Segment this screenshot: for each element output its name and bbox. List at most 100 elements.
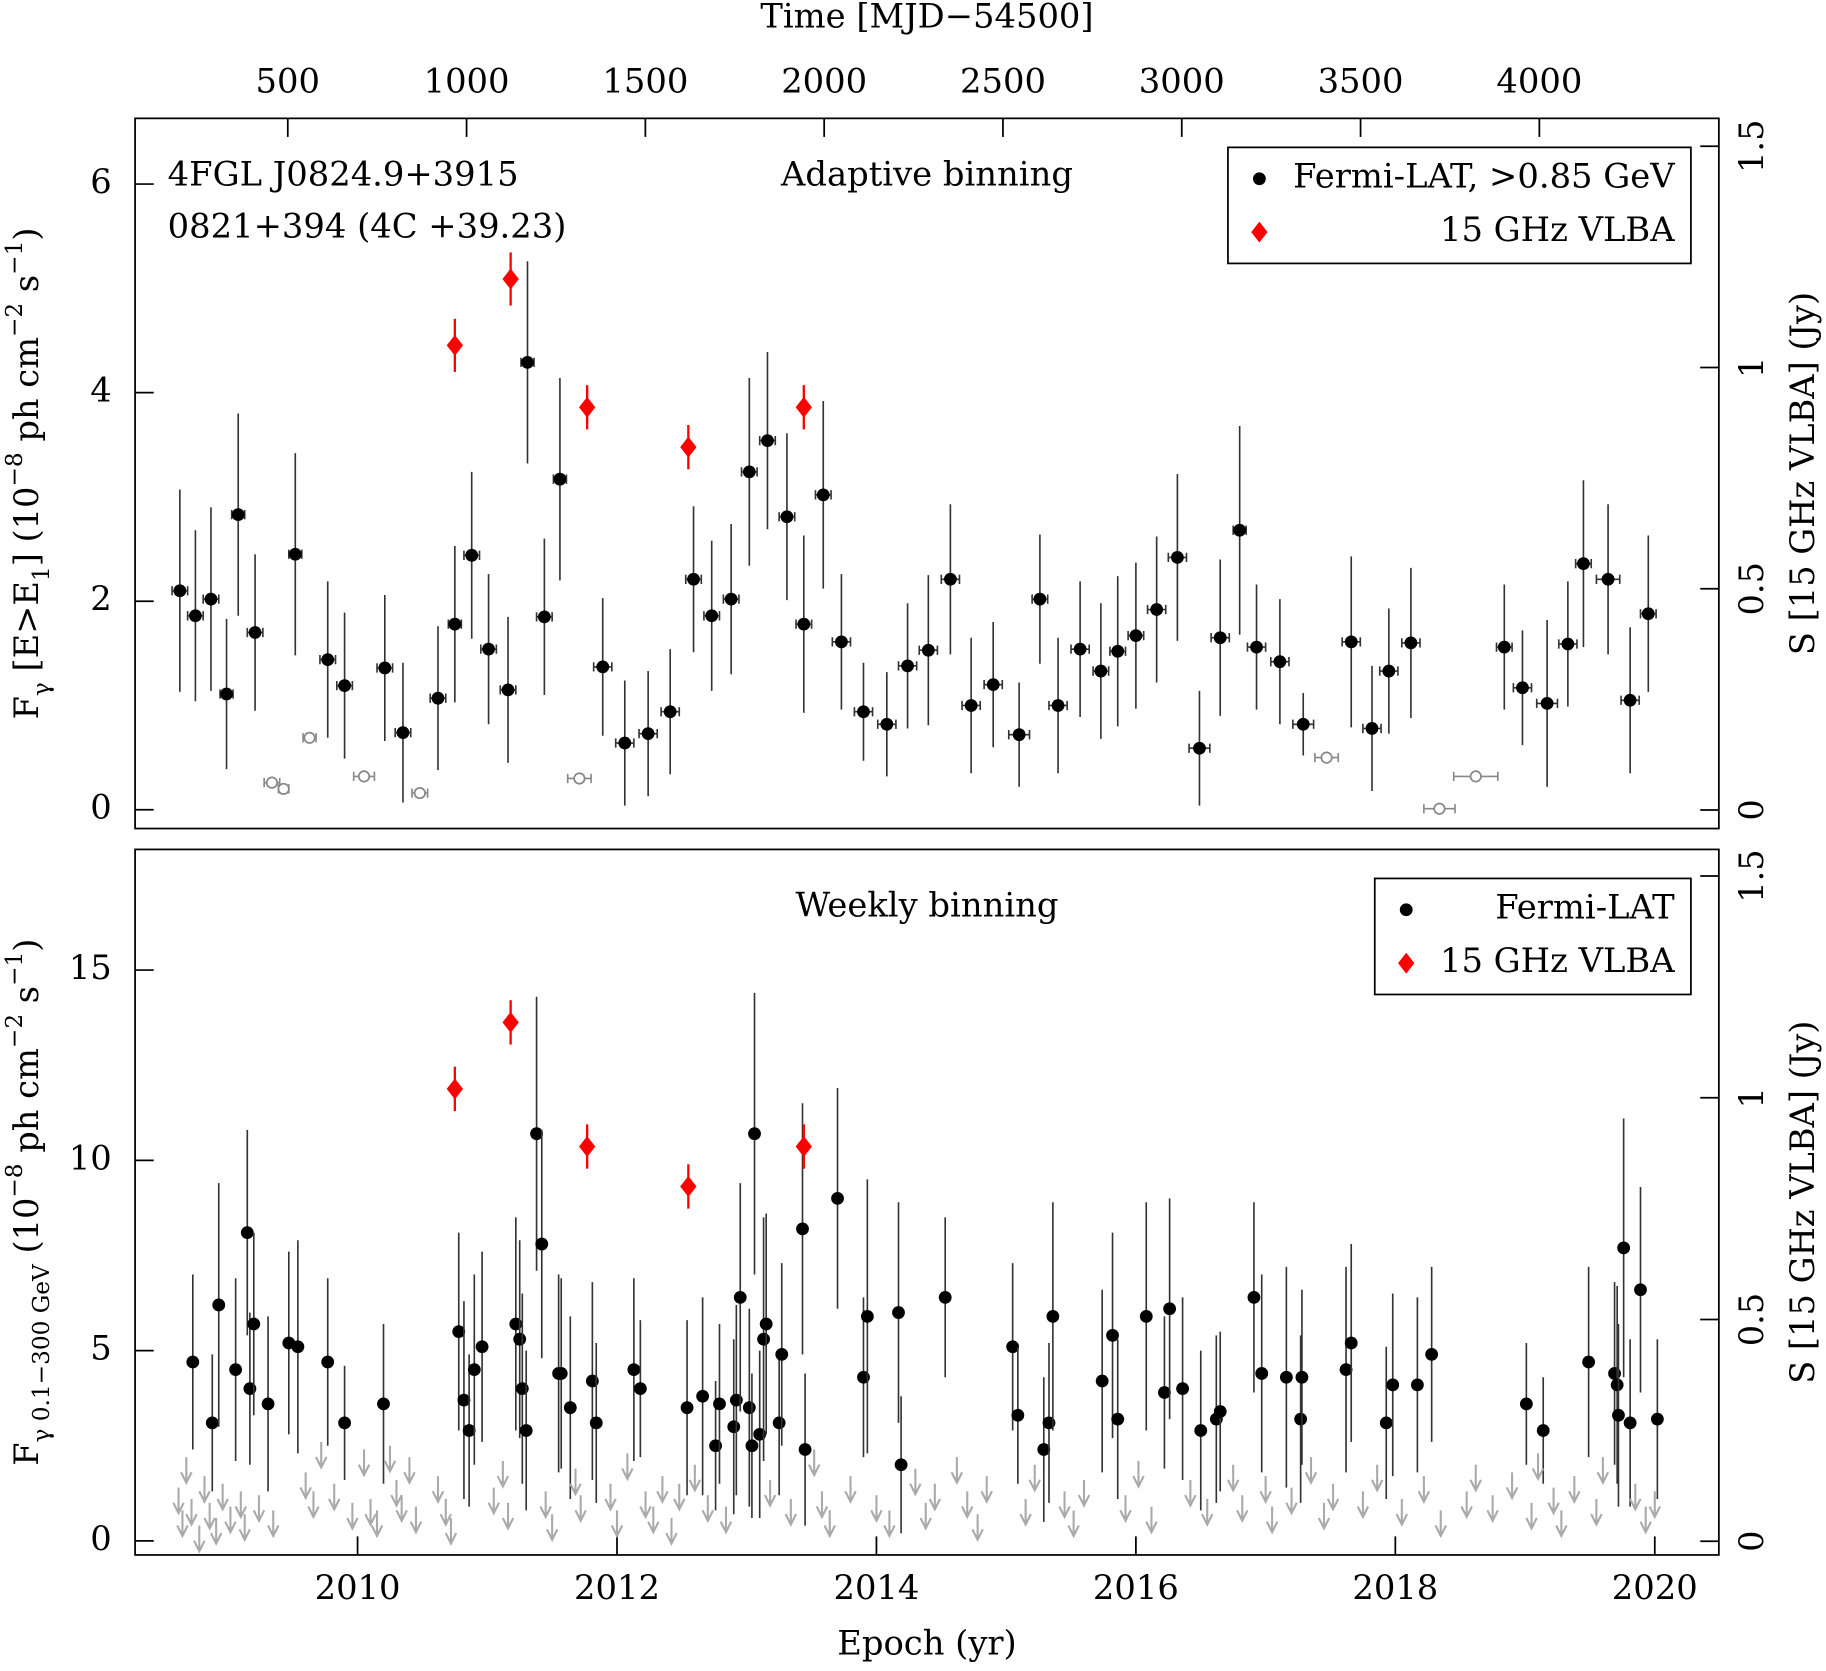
data-point: [1460, 1491, 1473, 1520]
data-point: [921, 643, 935, 657]
data-point: [1119, 1495, 1132, 1524]
data-point: [1285, 1487, 1298, 1516]
data-point: [467, 1363, 481, 1377]
data-point: [1046, 1309, 1060, 1323]
y-axis-label: Fγ 0.1−300 GeV (10−8 ph cm−2 s−1): [1, 939, 55, 1466]
data-point: [1139, 1309, 1153, 1323]
y-axis-label-part: −1: [1, 952, 28, 986]
data-point: [247, 1317, 261, 1331]
data-point: [633, 1382, 647, 1396]
data-point: [539, 1491, 552, 1520]
data-point: [1639, 1506, 1652, 1535]
x2-tick-label: 1000: [424, 62, 510, 101]
data-point: [1410, 1378, 1424, 1392]
data-point: [357, 770, 371, 783]
data-point: [1058, 1491, 1071, 1520]
data-point: [1339, 1363, 1353, 1377]
data-point: [1051, 699, 1065, 712]
x-tick-label: 2012: [574, 1568, 660, 1607]
x-tick-label: 2016: [1093, 1568, 1179, 1607]
data-point: [986, 678, 1000, 692]
data-point: [403, 1457, 416, 1486]
data-point: [1536, 1424, 1550, 1437]
data-point: [1067, 1510, 1080, 1539]
data-point: [1634, 1283, 1647, 1297]
data-point: [176, 1510, 189, 1539]
data-point: [673, 1483, 686, 1512]
data-point: [1629, 1483, 1642, 1512]
data-point: [573, 772, 586, 785]
data-point: [1163, 1302, 1177, 1316]
data-point: [535, 1237, 549, 1251]
data-point: [1279, 1370, 1293, 1384]
y-tick-label: 4: [90, 371, 111, 410]
x2-axis-label: Time [MJD−54500]: [760, 0, 1093, 36]
data-point: [1236, 1495, 1249, 1524]
data-point: [1582, 1355, 1596, 1369]
data-point: [665, 1518, 678, 1546]
data-point: [1037, 1443, 1051, 1456]
data-point: [759, 1317, 773, 1331]
data-point: [446, 334, 464, 356]
data-point: [220, 687, 233, 701]
data-point: [757, 1332, 770, 1346]
data-point: [1505, 1472, 1519, 1501]
data-point: [390, 1479, 403, 1508]
data-point: [579, 1136, 596, 1157]
legend-label: 15 GHz VLBA: [1440, 210, 1675, 249]
data-point: [487, 1487, 500, 1516]
data-point: [554, 1367, 568, 1380]
data-point: [919, 1502, 932, 1531]
y2-tick-label: 0: [1732, 1531, 1771, 1552]
data-point: [1201, 1499, 1214, 1527]
y-tick-label: 5: [90, 1329, 111, 1368]
x-axis-label: Epoch (yr): [837, 1624, 1017, 1663]
data-point: [1145, 1506, 1158, 1535]
data-point: [1194, 1424, 1208, 1437]
data-point: [894, 1458, 908, 1472]
data-point: [1612, 1408, 1625, 1422]
data-point: [796, 1222, 809, 1236]
data-point: [1273, 655, 1287, 669]
data-point: [475, 1340, 489, 1354]
data-point: [1213, 1405, 1227, 1418]
data-point: [1365, 722, 1379, 735]
data-point: [383, 1445, 397, 1474]
data-point: [733, 1290, 747, 1304]
data-point: [1011, 1408, 1025, 1422]
data-point: [234, 1491, 247, 1520]
data-point: [680, 1176, 697, 1197]
data-point: [501, 1502, 515, 1531]
annotation: 4FGL J0824.9+3915: [168, 154, 519, 193]
data-point: [1296, 717, 1310, 731]
data-point: [377, 1397, 390, 1411]
data-point: [892, 1306, 905, 1319]
data-point: [761, 434, 774, 447]
data-point: [1540, 697, 1554, 710]
x2-tick-label: 2500: [960, 62, 1046, 101]
data-point: [267, 1510, 280, 1539]
data-point: [950, 1457, 964, 1486]
data-point: [1486, 1495, 1499, 1524]
data-point: [696, 1389, 710, 1403]
y-axis-label-part: −2: [1, 303, 28, 337]
legend-label: 15 GHz VLBA: [1440, 941, 1675, 980]
data-point: [446, 1078, 464, 1100]
data-point: [775, 1348, 789, 1361]
data-point: [1434, 1510, 1447, 1539]
y-tick-label: 6: [90, 162, 111, 201]
data-point: [452, 1325, 466, 1338]
data-point: [1247, 1290, 1261, 1304]
y-axis-label: Fγ [E>E1] (10−8 ph cm−2 s−1): [1, 227, 55, 719]
data-point: [1213, 631, 1227, 645]
legend-label: Fermi-LAT, >0.85 GeV: [1293, 157, 1675, 196]
data-point: [277, 782, 290, 796]
data-point: [639, 1491, 652, 1520]
data-point: [1547, 1487, 1560, 1516]
data-point: [291, 1340, 305, 1354]
data-point: [780, 510, 794, 524]
data-point: [1111, 1412, 1125, 1426]
legend: Fermi-LAT 15 GHz VLBA: [1373, 877, 1692, 996]
data-point: [248, 626, 262, 639]
data-point: [321, 653, 335, 666]
